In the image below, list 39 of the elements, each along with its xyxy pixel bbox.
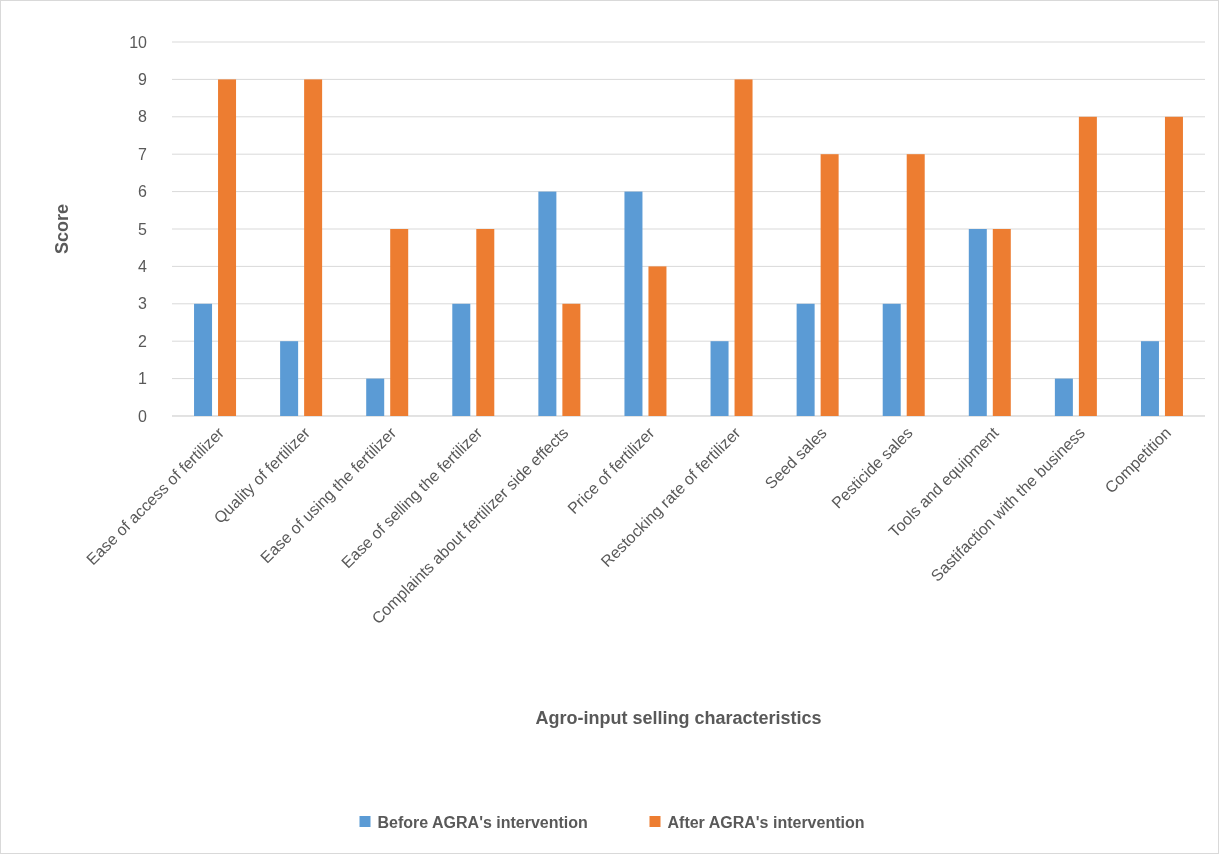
y-tick-label: 7	[138, 145, 148, 163]
bar	[710, 341, 729, 416]
y-tick-label: 3	[138, 295, 148, 313]
bar	[538, 191, 557, 416]
bar	[476, 229, 495, 416]
bar	[796, 303, 815, 416]
bar	[624, 191, 643, 416]
bar	[734, 79, 753, 416]
y-tick-label: 2	[138, 332, 148, 350]
bar	[366, 378, 385, 416]
bar	[1140, 341, 1159, 416]
legend-label: Before AGRA's intervention	[377, 813, 588, 831]
y-axis-title: Score	[52, 203, 72, 255]
bar	[1164, 116, 1183, 416]
bar	[992, 229, 1011, 416]
bar	[968, 229, 987, 416]
bar	[390, 229, 409, 416]
y-tick-label: 6	[138, 183, 148, 201]
bar	[1078, 116, 1097, 416]
bar	[1054, 378, 1073, 416]
y-tick-label: 8	[138, 108, 148, 126]
bar	[280, 341, 299, 416]
bar	[820, 154, 839, 416]
bar	[906, 154, 925, 416]
bar	[452, 303, 471, 416]
bar	[882, 303, 901, 416]
bar	[194, 303, 213, 416]
y-tick-label: 0	[138, 407, 148, 425]
y-tick-label: 5	[138, 220, 148, 238]
y-tick-label: 10	[129, 33, 148, 51]
legend-label: After AGRA's intervention	[667, 813, 865, 831]
bar	[648, 266, 667, 416]
y-tick-label: 4	[138, 258, 148, 275]
x-axis-title: Agro-input selling characteristics	[535, 708, 822, 728]
y-tick-label: 9	[138, 71, 148, 88]
bar	[562, 303, 581, 416]
bar	[304, 79, 323, 416]
y-tick-label: 1	[138, 370, 148, 388]
bar	[218, 79, 237, 416]
